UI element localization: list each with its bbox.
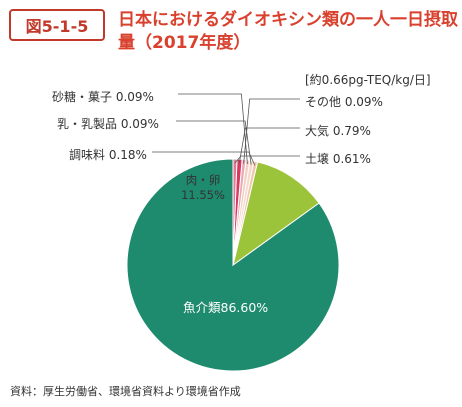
label-sugar: 砂糖・菓子 0.09% — [52, 90, 154, 104]
leader-line-3 — [152, 151, 256, 166]
leader-line-6 — [243, 98, 300, 164]
leader-line-4 — [176, 120, 252, 165]
leader-line-5 — [178, 93, 248, 165]
source-note: 資料：厚生労働省、環境省資料より環境省作成 — [10, 385, 241, 398]
label-soil: 土壌 0.61% — [305, 152, 371, 166]
label-other: その他 0.09% — [305, 95, 383, 109]
label-meat-value: 11.55% — [181, 188, 225, 202]
label-fish: 魚介類86.60% — [183, 300, 269, 315]
label-air: 大気 0.79% — [305, 124, 371, 138]
label-meat: 肉・卵 — [185, 173, 221, 187]
figure-number-badge: 図5-1-5 — [9, 9, 105, 41]
pie-slice-2 — [232, 161, 320, 267]
chart-title: 日本におけるダイオキシン類の一人一日摂取量（2017年度） — [118, 10, 458, 53]
leader-line-8 — [234, 155, 300, 164]
pie-slice-8 — [232, 158, 238, 266]
label-seasoning: 調味料 0.18% — [69, 148, 147, 162]
unit-label: [約0.66pg-TEQ/kg/日] — [305, 73, 431, 87]
label-dairy: 乳・乳製品 0.09% — [57, 117, 159, 131]
leader-line-7 — [238, 127, 300, 164]
